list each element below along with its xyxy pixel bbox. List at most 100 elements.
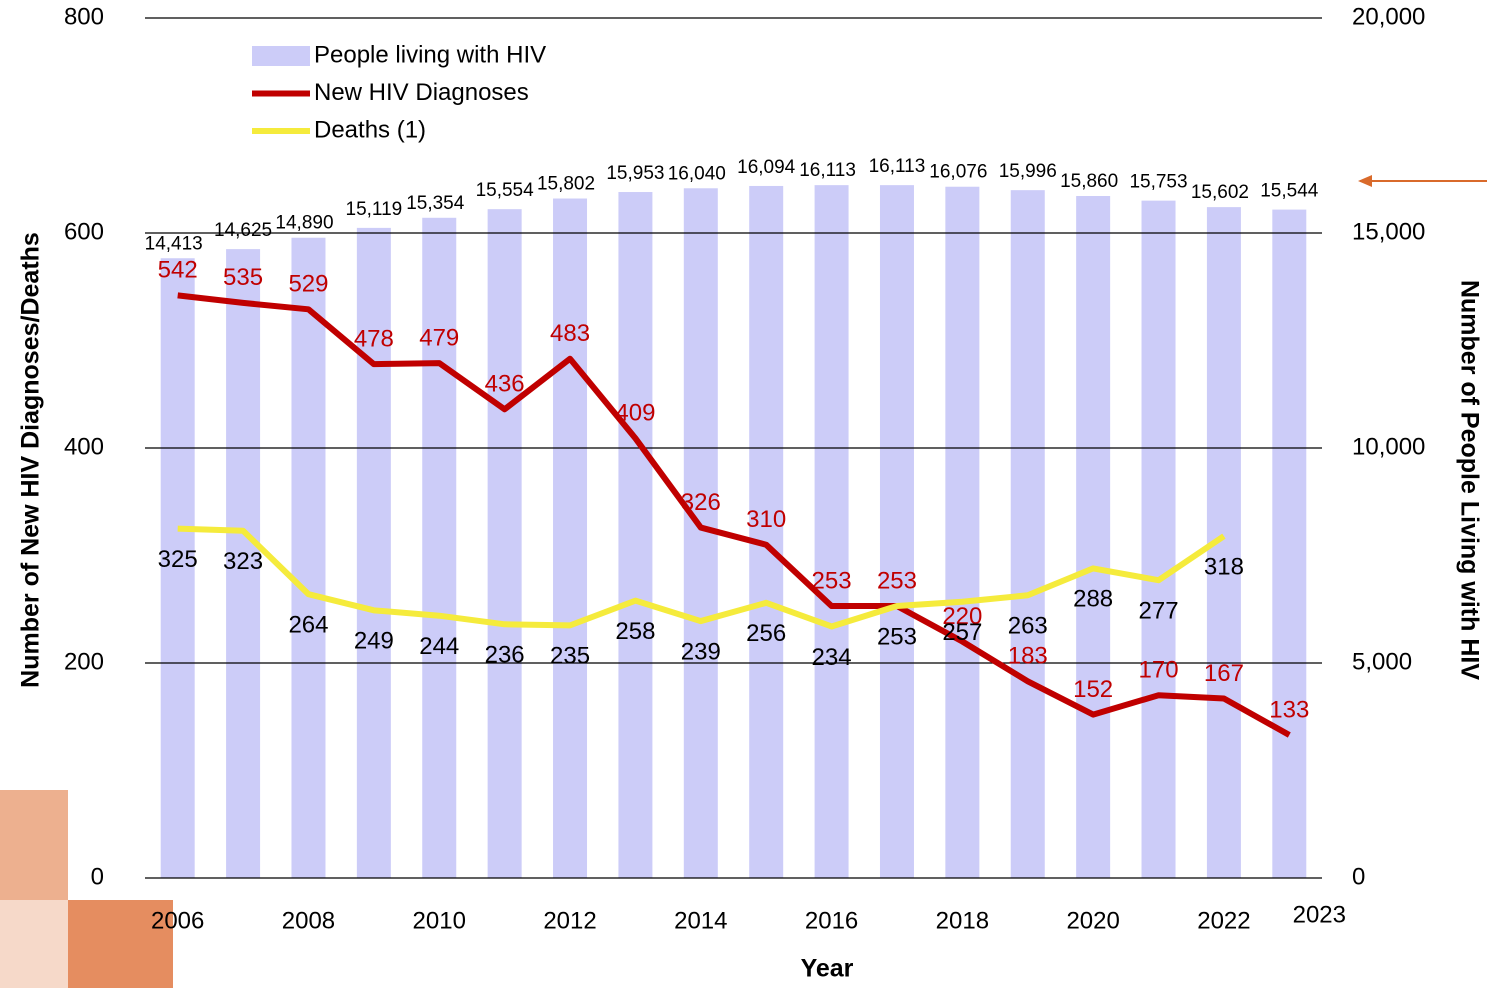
data-label: 235 bbox=[550, 643, 590, 670]
bar-value-label: 15,354 bbox=[406, 193, 465, 214]
y-axis-title: Number of New HIV Diagnoses/Deaths bbox=[17, 232, 45, 688]
data-label: 256 bbox=[746, 620, 786, 647]
x-tick-label: 2010 bbox=[413, 907, 466, 934]
data-label: 253 bbox=[877, 567, 917, 594]
data-label: 220 bbox=[942, 603, 982, 630]
y2-tick-label: 10,000 bbox=[1352, 433, 1425, 460]
data-label: 310 bbox=[746, 506, 786, 533]
data-label: 318 bbox=[1204, 553, 1244, 580]
decor-block bbox=[0, 790, 68, 900]
bar bbox=[1141, 200, 1176, 879]
x-tick-label: 2018 bbox=[936, 907, 989, 934]
bar bbox=[356, 227, 391, 878]
y2-tick-label: 15,000 bbox=[1352, 218, 1425, 245]
x-tick-label: 2012 bbox=[543, 907, 596, 934]
line-series bbox=[177, 525, 1226, 630]
annotation-arrowhead bbox=[1358, 175, 1372, 187]
y-tick-label: 800 bbox=[64, 3, 104, 30]
legend-label: Deaths (1) bbox=[314, 116, 426, 143]
data-label: 133 bbox=[1269, 696, 1309, 723]
data-label: 263 bbox=[1008, 613, 1048, 640]
bar-value-label: 16,094 bbox=[737, 157, 796, 178]
bar-value-label: 14,890 bbox=[275, 213, 333, 234]
y2-axis-title: Number of People Living with HIV bbox=[1455, 280, 1483, 680]
data-label: 244 bbox=[419, 633, 459, 660]
data-label: 483 bbox=[550, 320, 590, 347]
legend-label: People living with HIV bbox=[314, 41, 546, 68]
data-label: 325 bbox=[158, 546, 198, 573]
data-label: 183 bbox=[1008, 643, 1048, 670]
bar-value-label: 16,076 bbox=[929, 162, 987, 183]
bar bbox=[618, 192, 653, 878]
data-label: 535 bbox=[223, 264, 263, 291]
bar bbox=[226, 249, 261, 878]
data-label: 542 bbox=[158, 257, 198, 284]
x-tick-label: 2008 bbox=[282, 907, 335, 934]
x-tick-label: 2006 bbox=[151, 907, 204, 934]
data-label: 152 bbox=[1073, 676, 1113, 703]
bar-value-label: 15,953 bbox=[606, 163, 664, 184]
y2-tick-label: 5,000 bbox=[1352, 648, 1412, 675]
legend-swatch bbox=[252, 46, 310, 66]
data-label: 479 bbox=[419, 324, 459, 351]
bar bbox=[553, 198, 588, 878]
y-tick-label: 600 bbox=[64, 218, 104, 245]
data-label: 288 bbox=[1073, 586, 1113, 613]
y2-tick-label: 0 bbox=[1352, 863, 1365, 890]
bar-value-label: 14,625 bbox=[214, 220, 272, 241]
data-label: 249 bbox=[354, 628, 394, 655]
decor-block bbox=[68, 900, 173, 988]
bar-value-label: 15,544 bbox=[1260, 181, 1319, 202]
bar-value-label: 15,119 bbox=[346, 199, 403, 220]
bar bbox=[1272, 209, 1307, 878]
data-label: 478 bbox=[354, 325, 394, 352]
y-tick-label: 400 bbox=[64, 433, 104, 460]
x-tick-label: 2023 bbox=[1293, 901, 1346, 928]
bar bbox=[487, 209, 522, 879]
bar-value-label: 16,113 bbox=[869, 156, 926, 177]
bar-value-label: 15,996 bbox=[999, 161, 1057, 182]
line-series bbox=[177, 292, 1291, 738]
bar-value-label: 15,753 bbox=[1129, 172, 1187, 193]
bar bbox=[749, 185, 784, 878]
bar bbox=[422, 217, 457, 878]
data-label: 236 bbox=[485, 642, 525, 669]
bar-value-label: 16,040 bbox=[668, 163, 726, 184]
decor-block bbox=[0, 900, 68, 988]
bar bbox=[814, 185, 849, 879]
bar-value-label: 15,802 bbox=[537, 174, 595, 195]
data-label: 253 bbox=[812, 567, 852, 594]
legend-label: New HIV Diagnoses bbox=[314, 79, 529, 106]
data-label: 277 bbox=[1139, 598, 1179, 625]
bar-value-label: 14,413 bbox=[145, 233, 203, 254]
y-tick-label: 200 bbox=[64, 648, 104, 675]
bar bbox=[1076, 196, 1111, 878]
bar-value-label: 16,113 bbox=[799, 160, 856, 181]
data-label: 253 bbox=[877, 623, 917, 650]
x-tick-label: 2020 bbox=[1066, 907, 1119, 934]
x-tick-label: 2022 bbox=[1197, 907, 1250, 934]
data-label: 529 bbox=[288, 271, 328, 298]
x-tick-label: 2016 bbox=[805, 907, 858, 934]
data-label: 258 bbox=[615, 618, 655, 645]
bar bbox=[160, 258, 195, 879]
data-label: 436 bbox=[485, 371, 525, 398]
bar bbox=[291, 237, 326, 879]
data-label: 409 bbox=[615, 400, 655, 427]
bar bbox=[879, 185, 914, 879]
data-label: 257 bbox=[942, 619, 982, 646]
x-axis-title: Year bbox=[801, 955, 854, 983]
bar-value-label: 15,602 bbox=[1191, 182, 1249, 203]
data-label: 264 bbox=[288, 612, 328, 639]
bar bbox=[945, 186, 980, 878]
data-label: 170 bbox=[1139, 657, 1179, 684]
data-label: 326 bbox=[681, 489, 721, 516]
y2-tick-label: 20,000 bbox=[1352, 3, 1425, 30]
data-label: 323 bbox=[223, 548, 263, 575]
bar-value-label: 15,860 bbox=[1060, 171, 1118, 192]
bar-value-label: 15,554 bbox=[476, 180, 535, 201]
data-label: 239 bbox=[681, 638, 721, 665]
x-tick-label: 2014 bbox=[674, 907, 727, 934]
y-tick-label: 0 bbox=[91, 863, 104, 890]
